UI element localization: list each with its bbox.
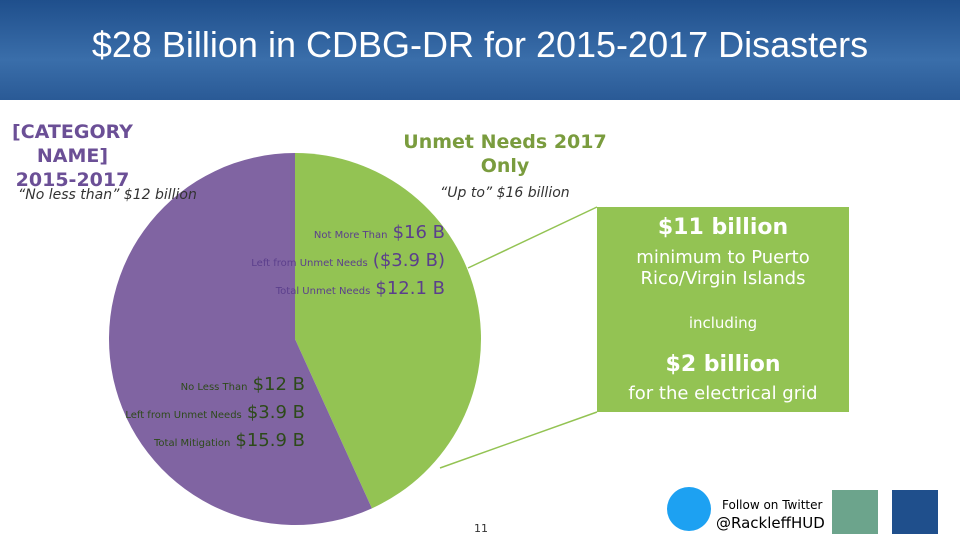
twitter-icon [667,487,711,531]
breakdown-amount: ($3.9 B) [372,250,445,271]
callout-connector [439,411,598,469]
breakdown-label: Left from Unmet Needs [251,258,368,269]
breakdown-amount: $12 B [252,374,305,395]
seal-icon [832,490,878,534]
breakdown-amount: $16 B [392,222,445,243]
breakdown-row: Total Mitigation $15.9 B [125,430,305,458]
slice-note: “Up to” $16 billion [440,185,570,201]
twitter-handle[interactable]: @RackleffHUD [716,514,825,532]
pie [109,153,482,525]
follow-text: Follow on Twitter [722,498,823,512]
breakdown-label: Total Unmet Needs [275,286,371,297]
breakdown-label: Left from Unmet Needs [125,410,242,421]
breakdown-amount: $12.1 B [375,278,445,299]
title-bar [0,0,960,100]
callout-connector [467,206,598,269]
callout-headline: $11 billion [657,215,789,240]
pie-slice [295,153,482,509]
slice-label: [CATEGORY NAME] 2015-2017 [12,121,133,191]
breakdown-label: Not More Than [313,230,388,241]
callout-text: minimum to Puerto Rico/Virgin Islands [636,247,810,289]
breakdown-label: Total Mitigation [154,438,231,449]
breakdown-row: Left from Unmet Needs $3.9 B [125,402,305,430]
callout-box: $11 billion minimum to Puerto Rico/Virgi… [597,207,849,412]
pie-slice [109,153,372,525]
breakdown-row: Not More Than $16 B [251,222,445,250]
callout-headline: $2 billion [665,352,781,377]
breakdown-amount: $3.9 B [246,402,305,423]
callout-joiner: including [688,314,758,332]
title: $28 Billion in CDBG-DR for 2015-2017 Dis… [91,24,869,65]
callout-text: for the electrical grid [628,383,818,404]
page-number: 11 [474,522,488,535]
breakdown: No Less Than $12 B Left from Unmet Needs … [125,374,305,458]
breakdown: Not More Than $16 B Left from Unmet Needs… [251,222,445,306]
logo-icon [892,490,938,534]
breakdown-row: No Less Than $12 B [125,374,305,402]
breakdown-amount: $15.9 B [235,430,305,451]
breakdown-label: No Less Than [180,382,248,393]
breakdown-row: Left from Unmet Needs ($3.9 B) [251,250,445,278]
slice-label: Unmet Needs 2017 Only [403,131,607,177]
slice-note: “No less than” $12 billion [18,187,197,203]
breakdown-row: Total Unmet Needs $12.1 B [251,278,445,306]
